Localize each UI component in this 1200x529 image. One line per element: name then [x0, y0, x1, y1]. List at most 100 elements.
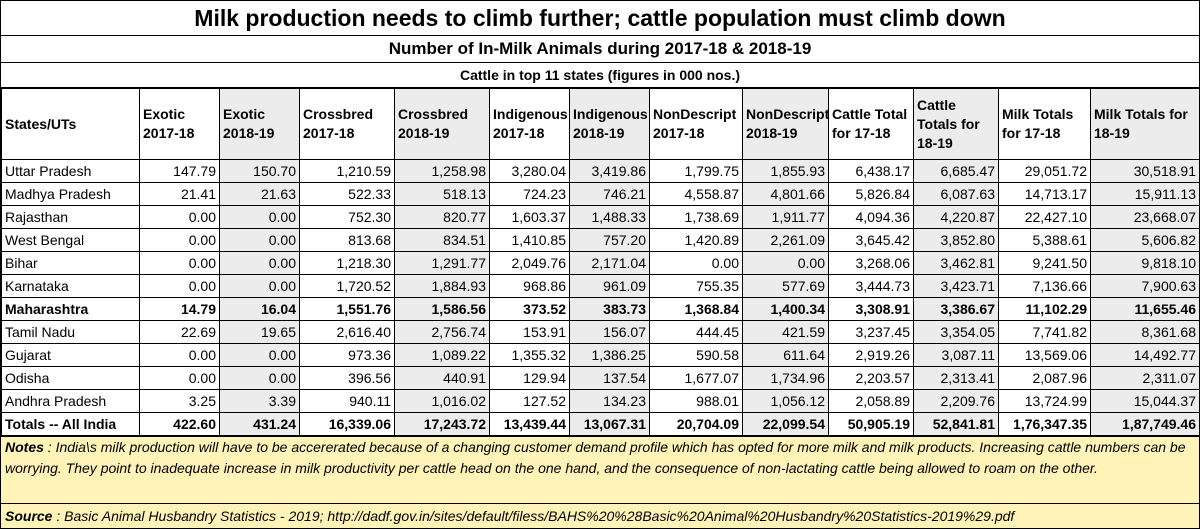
- value-cell: 1,420.89: [649, 228, 743, 252]
- table-row: Madhya Pradesh 21.41 21.63 522.33 518.13 724.…: [1, 182, 1200, 206]
- value-cell: 3,280.04: [489, 159, 570, 183]
- value-cell: 22.69: [139, 320, 220, 344]
- value-cell: 15,044.37: [1090, 389, 1200, 413]
- value-cell: 961.09: [569, 274, 650, 298]
- value-cell: 0.00: [139, 251, 220, 275]
- value-cell: 1,551.76: [299, 297, 395, 321]
- column-header: States/UTs: [1, 88, 140, 160]
- value-cell: 0.00: [219, 205, 300, 229]
- notes-label: Notes: [5, 439, 44, 455]
- value-cell: 2,209.76: [913, 389, 999, 413]
- value-cell: 20,704.09: [649, 412, 743, 436]
- value-cell: 0.00: [742, 251, 829, 275]
- value-cell: 611.64: [742, 343, 829, 367]
- value-cell: 3,462.81: [913, 251, 999, 275]
- value-cell: 1,734.96: [742, 366, 829, 390]
- state-name-cell: Tamil Nadu: [1, 320, 140, 344]
- value-cell: 2,049.76: [489, 251, 570, 275]
- value-cell: 7,900.63: [1090, 274, 1200, 298]
- value-cell: 2,058.89: [828, 389, 914, 413]
- value-cell: 4,094.36: [828, 205, 914, 229]
- value-cell: 518.13: [394, 182, 490, 206]
- value-cell: 137.54: [569, 366, 650, 390]
- value-cell: 6,438.17: [828, 159, 914, 183]
- value-cell: 5,606.82: [1090, 228, 1200, 252]
- value-cell: 1,016.02: [394, 389, 490, 413]
- value-cell: 724.23: [489, 182, 570, 206]
- value-cell: 153.91: [489, 320, 570, 344]
- state-name-cell: Bihar: [1, 251, 140, 275]
- table-row: West Bengal 0.00 0.00 813.68 834.51 1,410.85 7…: [1, 228, 1200, 252]
- value-cell: 52,841.81: [913, 412, 999, 436]
- value-cell: 1,400.34: [742, 297, 829, 321]
- value-cell: 5,826.84: [828, 182, 914, 206]
- value-cell: 2,311.07: [1090, 366, 1200, 390]
- value-cell: 134.23: [569, 389, 650, 413]
- value-cell: 2,203.57: [828, 366, 914, 390]
- value-cell: 1,386.25: [569, 343, 650, 367]
- value-cell: 7,741.82: [998, 320, 1091, 344]
- value-cell: 1,368.84: [649, 297, 743, 321]
- column-header: Milk Totals for 18-19: [1090, 88, 1200, 160]
- state-name-cell: Karnataka: [1, 274, 140, 298]
- state-name-cell: Gujarat: [1, 343, 140, 367]
- value-cell: 3,237.45: [828, 320, 914, 344]
- value-cell: 1,258.98: [394, 159, 490, 183]
- value-cell: 2,171.04: [569, 251, 650, 275]
- column-header: Crossbred 2018-19: [394, 88, 490, 160]
- value-cell: 0.00: [219, 343, 300, 367]
- value-cell: 8,361.68: [1090, 320, 1200, 344]
- value-cell: 1,799.75: [649, 159, 743, 183]
- value-cell: 1,911.77: [742, 205, 829, 229]
- value-cell: 3,645.42: [828, 228, 914, 252]
- value-cell: 444.45: [649, 320, 743, 344]
- value-cell: 5,388.61: [998, 228, 1091, 252]
- value-cell: 0.00: [219, 251, 300, 275]
- notes-text: : India\s milk production will have to b…: [5, 439, 1186, 476]
- value-cell: 11,102.29: [998, 297, 1091, 321]
- value-cell: 1,218.30: [299, 251, 395, 275]
- value-cell: 1,603.37: [489, 205, 570, 229]
- value-cell: 16,339.06: [299, 412, 395, 436]
- value-cell: 13,569.06: [998, 343, 1091, 367]
- value-cell: 1,488.33: [569, 205, 650, 229]
- value-cell: 127.52: [489, 389, 570, 413]
- value-cell: 29,051.72: [998, 159, 1091, 183]
- state-name-cell: Madhya Pradesh: [1, 182, 140, 206]
- value-cell: 2,616.40: [299, 320, 395, 344]
- table-body: Uttar Pradesh 147.79 150.70 1,210.59 1,258.9…: [1, 159, 1200, 436]
- value-cell: 1,855.93: [742, 159, 829, 183]
- column-header: Milk Totals for 17-18: [998, 88, 1091, 160]
- notes-box: Notes : India\s milk production will hav…: [1, 436, 1199, 504]
- column-header: Exotic 2017-18: [139, 88, 220, 160]
- value-cell: 22,099.54: [742, 412, 829, 436]
- value-cell: 3,419.86: [569, 159, 650, 183]
- value-cell: 0.00: [219, 274, 300, 298]
- column-header: NonDescript 2018-19: [742, 88, 829, 160]
- value-cell: 9,241.50: [998, 251, 1091, 275]
- value-cell: 1,884.93: [394, 274, 490, 298]
- value-cell: 1,355.32: [489, 343, 570, 367]
- source-line: Source : Basic Animal Husbandry Statisti…: [1, 504, 1199, 528]
- chart-subtitle: Number of In-Milk Animals during 2017-18…: [1, 36, 1199, 63]
- value-cell: 577.69: [742, 274, 829, 298]
- value-cell: 1,210.59: [299, 159, 395, 183]
- value-cell: 50,905.19: [828, 412, 914, 436]
- value-cell: 4,220.87: [913, 205, 999, 229]
- value-cell: 440.91: [394, 366, 490, 390]
- value-cell: 3.39: [219, 389, 300, 413]
- value-cell: 14,713.17: [998, 182, 1091, 206]
- value-cell: 755.35: [649, 274, 743, 298]
- value-cell: 3,386.67: [913, 297, 999, 321]
- value-cell: 0.00: [649, 251, 743, 275]
- table-row: Totals -- All India 422.60 431.24 16,339.06…: [1, 412, 1200, 436]
- value-cell: 3,444.73: [828, 274, 914, 298]
- value-cell: 1,76,347.35: [998, 412, 1091, 436]
- source-label: Source: [5, 508, 53, 524]
- table-row: Maharashtra 14.79 16.04 1,551.76 1,586.56 373…: [1, 297, 1200, 321]
- state-name-cell: Andhra Pradesh: [1, 389, 140, 413]
- value-cell: 2,919.26: [828, 343, 914, 367]
- value-cell: 9,818.10: [1090, 251, 1200, 275]
- value-cell: 6,685.47: [913, 159, 999, 183]
